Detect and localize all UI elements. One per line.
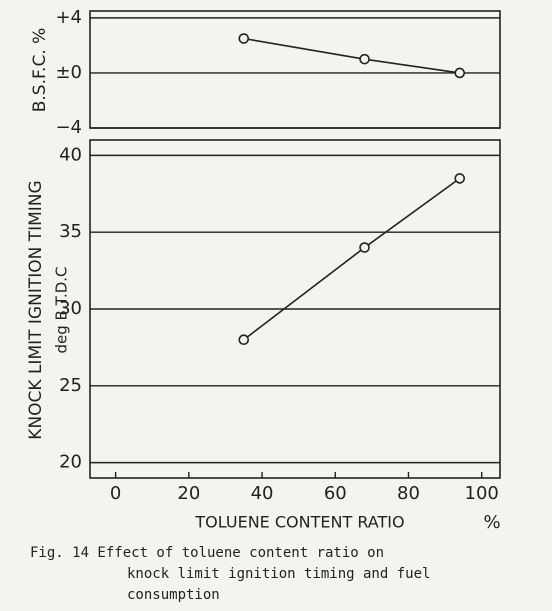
point (359, 53, 370, 65)
x-tick-label: 40 (251, 483, 274, 504)
line (243, 177, 461, 341)
caption: consumption (127, 587, 220, 603)
x-tick-label: 60 (324, 483, 347, 504)
point (238, 334, 250, 346)
y-tick-label: 20 (59, 452, 82, 473)
x-tick-label: 20 (177, 483, 200, 504)
x-axis-unit: % (483, 512, 500, 533)
y-axis-label: B.S.F.C. % (30, 28, 50, 113)
point (454, 67, 466, 79)
line (243, 37, 460, 74)
point (454, 173, 466, 184)
x-axis-label: TOLUENE CONTENT RATIO (194, 513, 404, 532)
y-tick-label: −4 (55, 117, 82, 138)
x-tick-label: 80 (397, 483, 420, 504)
x-tick-label: 0 (110, 483, 121, 504)
y-tick-label: 25 (59, 375, 82, 396)
point (359, 242, 370, 253)
y-axis-unit: deg B.T.D.C (53, 266, 71, 353)
x-tick-label: 100 (465, 483, 499, 504)
y-tick-label: 30 (59, 298, 82, 319)
y-tick-label: 40 (59, 144, 82, 165)
y-tick-label: +4 (55, 7, 82, 28)
y-axis-label: KNOCK LIMIT IGNITION TIMING (26, 180, 46, 439)
caption: knock limit ignition timing and fuel (127, 566, 430, 582)
caption: Fig. 14 Effect of toluene content ratio … (30, 545, 384, 561)
point (238, 33, 250, 44)
y-tick-label: 35 (59, 221, 82, 242)
y-tick-label: ±0 (55, 62, 82, 83)
